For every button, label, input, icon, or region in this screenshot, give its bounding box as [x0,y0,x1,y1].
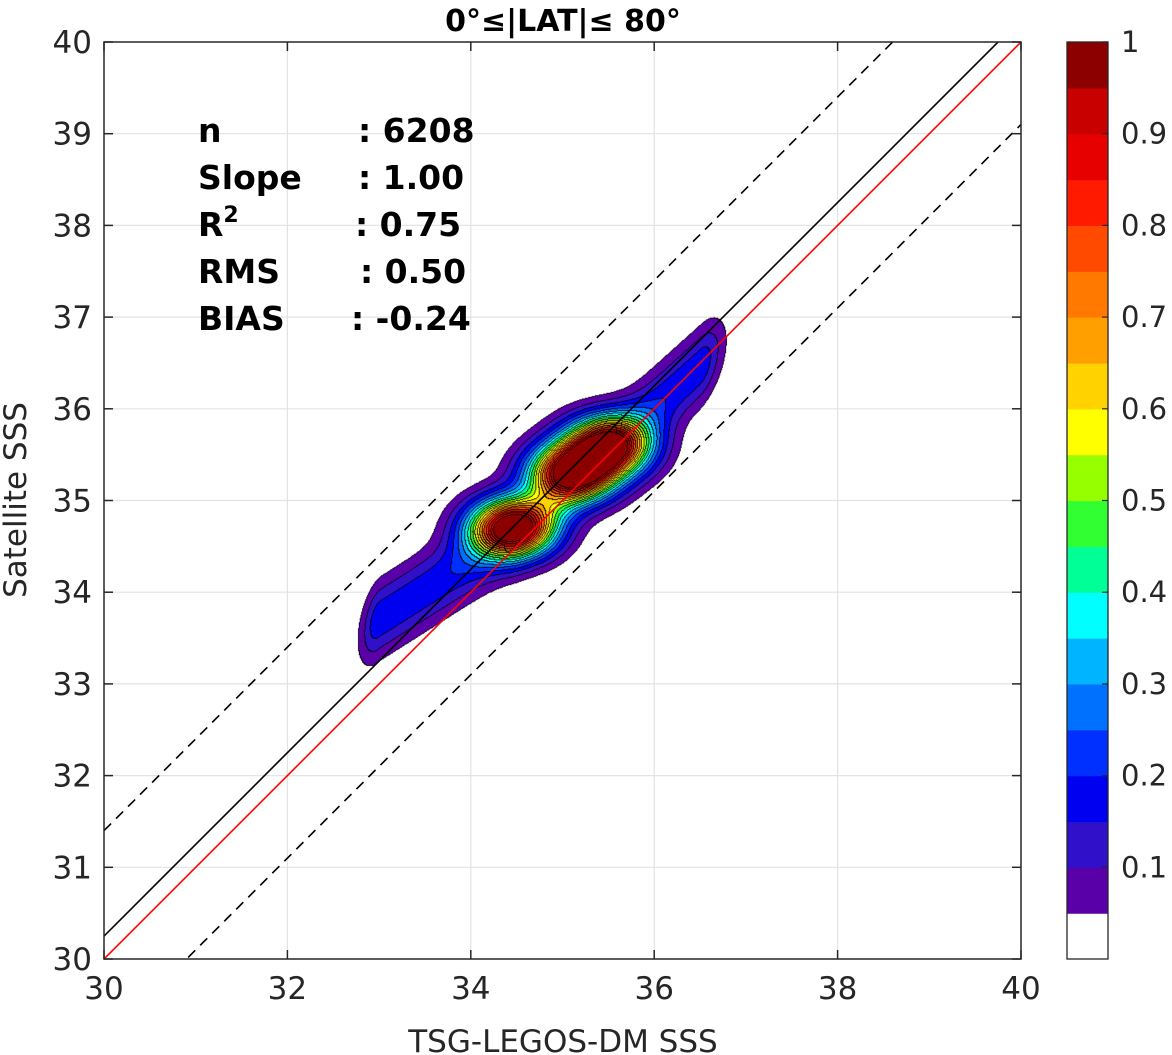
colorbar-swatch [1067,362,1108,410]
colorbar-swatch [1067,454,1108,502]
x-axis-ticks: 30 32 34 36 38 40 [84,42,1041,1007]
y-tick-label: 31 [53,850,92,886]
grid [104,42,1021,959]
y-axis-label: Satellite SSS [0,402,34,598]
line-fit [104,42,1000,937]
y-tick-label: 33 [53,667,92,703]
x-tick-label: 38 [818,971,857,1007]
colorbar-swatch [1067,592,1108,639]
colorbar-tick-label: 1 [1121,25,1139,59]
colorbar-swatch [1067,133,1108,181]
colorbar-swatch [1067,546,1108,593]
y-tick-label: 36 [53,392,92,428]
colorbar-swatch [1067,225,1108,272]
colorbar-tick-label: 0.1 [1121,850,1167,884]
colorbar-tick-label: 0.3 [1121,667,1167,701]
chart-title: 0°≤|LAT|≤ 80° [445,4,681,39]
stat-value: : 6208 [358,111,475,150]
y-tick-label: 30 [53,942,92,978]
y-axis-ticks: 30 31 32 33 34 35 36 37 38 39 40 [53,25,1021,978]
colorbar-swatch [1067,87,1108,135]
x-tick-label: 32 [268,971,307,1007]
colorbar-swatch [1067,317,1108,364]
stat-label: R2 [198,203,239,244]
colorbar-tick-label: 0.6 [1121,392,1167,426]
y-tick-label: 34 [53,575,92,611]
y-tick-label: 32 [53,759,92,795]
line-identity [104,42,1021,959]
colorbar-swatch [1067,729,1108,777]
y-tick-label: 37 [53,300,92,336]
y-tick-label: 38 [53,208,92,244]
colorbar-swatch [1067,821,1108,868]
x-tick-label: 40 [1001,971,1040,1007]
colorbar-tick-label: 0.4 [1121,575,1167,609]
stat-label-superscript: 2 [223,203,238,228]
stat-label: RMS [198,252,280,291]
colorbar-swatch [1067,408,1108,456]
reference-lines [104,42,1021,959]
colorbar-swatch [1067,913,1108,960]
density-contours [333,289,746,703]
colorbar-swatch [1067,500,1108,547]
colorbar-swatch [1067,683,1108,731]
x-tick-label: 36 [634,971,673,1007]
y-tick-label: 35 [53,484,92,520]
x-axis-label: TSG-LEGOS-DM SSS [407,1024,717,1055]
line-upper [104,42,894,832]
colorbar-tick-label: 0.8 [1121,208,1167,242]
colorbar-swatch [1067,179,1108,226]
stat-value: : 0.50 [360,252,466,291]
x-tick-label: 30 [84,971,123,1007]
stat-label: Slope [198,158,302,197]
stat-label: n [198,111,222,150]
y-tick-label: 39 [53,117,92,153]
stat-value: : 0.75 [355,205,461,244]
stat-value: : -0.24 [351,299,471,338]
line-lower [185,123,1021,959]
colorbar-swatch [1067,42,1108,89]
colorbar: 0.1 0.2 0.3 0.4 0.5 0.6 0.7 0.8 0.9 1 [1066,25,1167,960]
colorbar-swatch [1067,867,1108,914]
stats-box: n : 6208 Slope : 1.00 R2 : 0.75 RMS : 0.50 BIAS:… [198,111,475,338]
colorbar-tick-label: 0.2 [1121,759,1167,793]
colorbar-swatch [1067,271,1108,318]
colorbar-tick-label: 0.9 [1121,117,1167,151]
y-tick-label: 40 [53,25,92,61]
colorbar-swatch [1067,638,1108,685]
stat-label: BIAS [198,299,285,338]
density-image [333,289,746,703]
colorbar-swatch [1067,775,1108,823]
colorbar-tick-label: 0.7 [1121,300,1167,334]
stat-value: : 1.00 [358,158,464,197]
colorbar-tick-label: 0.5 [1121,484,1167,518]
x-tick-label: 34 [451,971,490,1007]
